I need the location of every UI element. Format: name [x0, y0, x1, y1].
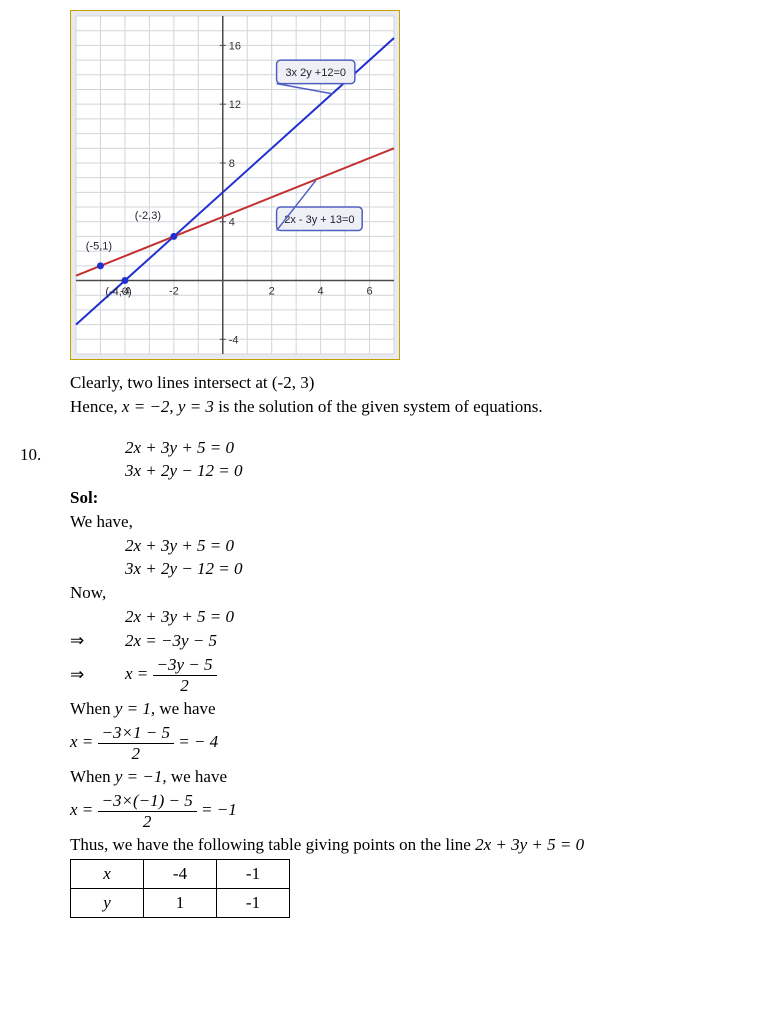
when-y-1: When y = 1, we have	[70, 699, 739, 719]
svg-text:-2: -2	[169, 286, 179, 298]
conclusion-line2: Hence, x = −2, y = 3 is the solution of …	[70, 397, 739, 417]
step2-row: ⇒ x = −3y − 5 2	[70, 655, 739, 695]
lhs: x =	[125, 664, 148, 683]
text: Thus, we have the following table giving…	[70, 835, 475, 854]
implies-icon: ⇒	[70, 665, 125, 685]
denom: 2	[98, 812, 197, 832]
svg-text:4: 4	[318, 286, 324, 298]
calc2: x = −3×(−1) − 5 2 = −1	[70, 791, 739, 831]
fraction: −3y − 5 2	[153, 655, 217, 695]
text: When	[70, 699, 115, 718]
eq1-repeat: 2x + 3y + 5 = 0	[125, 536, 739, 556]
svg-text:(-2,3): (-2,3)	[135, 210, 161, 222]
table-cell: -4	[144, 860, 217, 889]
svg-text:6: 6	[366, 286, 372, 298]
math-expr: y = −1,	[115, 767, 167, 786]
svg-text:16: 16	[229, 40, 241, 52]
step2: x = −3y − 5 2	[125, 655, 217, 695]
step1: 2x = −3y − 5	[125, 631, 217, 651]
eq1-again: 2x + 3y + 5 = 0	[125, 607, 739, 627]
svg-text:2: 2	[269, 286, 275, 298]
rhs: = − 4	[178, 732, 218, 751]
fraction: −3×(−1) − 5 2	[98, 791, 197, 831]
graph-svg: -4-2246-44812163x 2y +12=02x - 3y + 13=0…	[70, 10, 400, 360]
conclusion-line1: Clearly, two lines intersect at (-2, 3)	[70, 373, 739, 393]
eq2-repeat: 3x + 2y − 12 = 0	[125, 559, 739, 579]
table-cell: -1	[217, 860, 290, 889]
thus-line: Thus, we have the following table giving…	[70, 835, 739, 855]
svg-text:(-4,0): (-4,0)	[105, 286, 131, 298]
now-label: Now,	[70, 583, 739, 603]
denom: 2	[98, 744, 174, 764]
table-cell: 1	[144, 889, 217, 918]
step1-row: ⇒ 2x = −3y − 5	[70, 631, 739, 651]
when-y-neg1: When y = −1, we have	[70, 767, 739, 787]
text: Hence,	[70, 397, 122, 416]
prev-conclusion: Clearly, two lines intersect at (-2, 3) …	[70, 373, 739, 417]
implies-icon: ⇒	[70, 631, 125, 651]
svg-text:(-5,1): (-5,1)	[86, 241, 112, 253]
svg-text:-4: -4	[229, 334, 239, 346]
question-equations: 2x + 3y + 5 = 0 3x + 2y − 12 = 0	[70, 435, 243, 484]
eq1: 2x + 3y + 5 = 0	[125, 438, 243, 458]
svg-text:8: 8	[229, 158, 235, 170]
eq2: 3x + 2y − 12 = 0	[125, 461, 243, 481]
numer: −3y − 5	[153, 655, 217, 676]
svg-text:2x - 3y + 13=0: 2x - 3y + 13=0	[284, 214, 354, 226]
question-number: 10.	[20, 435, 70, 465]
svg-text:4: 4	[229, 217, 235, 229]
points-table: x -4 -1 y 1 -1	[70, 859, 290, 918]
graph-figure: -4-2246-44812163x 2y +12=02x - 3y + 13=0…	[70, 10, 739, 365]
we-have: We have,	[70, 512, 739, 532]
text: When	[70, 767, 115, 786]
lhs: x =	[70, 732, 93, 751]
question-10: 10. 2x + 3y + 5 = 0 3x + 2y − 12 = 0	[20, 435, 739, 484]
svg-text:3x 2y +12=0: 3x 2y +12=0	[285, 67, 346, 79]
table-cell: -1	[217, 889, 290, 918]
table-header-y: y	[71, 889, 144, 918]
lhs: x =	[70, 800, 93, 819]
sol-label: Sol:	[70, 488, 739, 508]
denom: 2	[153, 676, 217, 696]
math-expr: y = 1,	[115, 699, 155, 718]
text: is the solution of the given system of e…	[218, 397, 542, 416]
rhs: = −1	[201, 800, 237, 819]
calc1: x = −3×1 − 5 2 = − 4	[70, 723, 739, 763]
solution-block: Sol: We have, 2x + 3y + 5 = 0 3x + 2y − …	[70, 488, 739, 918]
table-header-x: x	[71, 860, 144, 889]
text: we have	[171, 767, 227, 786]
text: we have	[159, 699, 215, 718]
svg-text:12: 12	[229, 99, 241, 111]
math-expr: 2x + 3y + 5 = 0	[475, 835, 584, 854]
fraction: −3×1 − 5 2	[98, 723, 174, 763]
numer: −3×1 − 5	[98, 723, 174, 744]
math-expr: x = −2, y = 3	[122, 397, 214, 416]
numer: −3×(−1) − 5	[98, 791, 197, 812]
